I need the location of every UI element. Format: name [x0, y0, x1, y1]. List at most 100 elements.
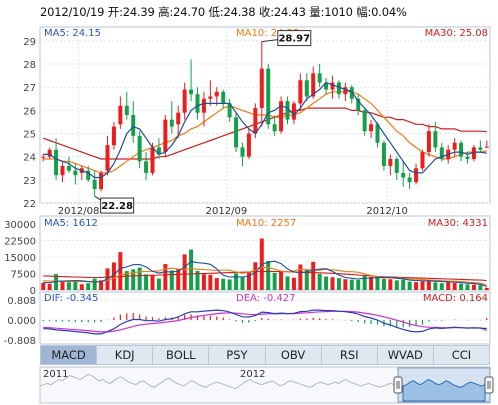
candle	[169, 101, 174, 134]
volume-bar	[426, 279, 431, 290]
navigator-right-handle[interactable]	[484, 376, 494, 394]
volume-bar	[388, 279, 393, 290]
candle	[414, 163, 419, 185]
candle-body	[221, 91, 226, 104]
macd-dea-line	[43, 310, 488, 333]
tab-obv[interactable]: OBV	[266, 346, 322, 364]
navigator-left-handle[interactable]	[393, 376, 403, 394]
volume-bar	[169, 270, 174, 290]
candle	[433, 121, 438, 153]
macd-plot-frame	[39, 291, 491, 345]
candle-body	[356, 98, 361, 111]
candle-body	[41, 156, 46, 158]
volume-bar	[356, 279, 361, 290]
macd-dif-legend: DIF: -0.345	[44, 293, 98, 304]
tab-rsi[interactable]: RSI	[322, 346, 378, 364]
quote-high: 高:24.70	[158, 5, 206, 19]
volume-bar	[66, 282, 71, 290]
candle	[99, 170, 104, 192]
candle	[279, 96, 284, 134]
candle-body	[150, 147, 155, 173]
volume-bar	[407, 281, 412, 290]
range-navigator[interactable]: 2011 2012	[0, 365, 498, 405]
candle-body	[240, 147, 245, 157]
ma30-line	[42, 107, 487, 160]
candle-body	[439, 147, 444, 159]
volume-bar	[272, 272, 277, 290]
volume-ma5-line	[43, 260, 487, 288]
price-y-tick: 23	[23, 176, 36, 187]
candle	[426, 124, 431, 157]
candle-body	[394, 159, 399, 173]
candle	[144, 152, 149, 180]
volume-bar	[291, 277, 296, 290]
candle	[131, 101, 136, 143]
tab-boll[interactable]: BOLL	[153, 346, 210, 364]
volume-bar	[401, 279, 406, 290]
volume-y-tick: 7500	[11, 270, 36, 281]
candle	[259, 41, 264, 127]
price-y-tick: 28	[23, 60, 36, 71]
candle-body	[298, 80, 303, 104]
macd-dif-line	[43, 309, 487, 335]
navigator-history-line	[39, 373, 399, 390]
candle	[47, 147, 52, 159]
candle	[420, 149, 425, 171]
tab-psy[interactable]: PSY	[209, 346, 266, 364]
candle	[343, 82, 348, 102]
tab-macd[interactable]: MACD	[41, 346, 98, 364]
volume-bar	[214, 278, 219, 290]
candle	[137, 131, 142, 169]
low-marker-line	[94, 195, 101, 201]
candle-body	[272, 124, 277, 132]
candle	[324, 77, 329, 95]
tab-wvad[interactable]: WVAD	[378, 346, 434, 364]
candle-body	[156, 147, 161, 155]
candle	[356, 94, 361, 115]
candle-body	[99, 172, 104, 190]
chart-canvas[interactable]: 29 28 27 26 25 24 23 22 2012/08 2012/09 2012/10 MA5…	[0, 0, 498, 345]
candle-body	[163, 119, 168, 153]
volume-bar	[317, 273, 322, 290]
price-x-tick: 2012/09	[206, 206, 248, 217]
candle-body	[426, 131, 431, 153]
candle-body	[369, 124, 374, 132]
candle	[66, 156, 71, 173]
volume-bar	[266, 260, 271, 290]
candle	[240, 142, 245, 166]
candle-body	[144, 161, 149, 173]
candle	[336, 80, 341, 99]
tab-kdj[interactable]: KDJ	[97, 346, 154, 364]
price-y-tick: 25	[23, 130, 36, 141]
candle	[330, 75, 335, 99]
candle-body	[471, 147, 476, 159]
candle-body	[111, 126, 116, 146]
volume-bar	[253, 262, 258, 290]
volume-bar	[227, 279, 232, 290]
candle	[163, 115, 168, 157]
volume-bar	[362, 275, 367, 290]
volume-bar	[240, 276, 245, 290]
candle	[349, 84, 354, 104]
volume-bar	[111, 262, 116, 290]
quote-header: 2012/10/19 开:24.39 高:24.70 低:24.38 收:24.…	[40, 4, 407, 20]
volume-bar	[86, 283, 91, 290]
candle-body	[73, 170, 78, 176]
candle-body	[459, 142, 464, 157]
volume-bar	[176, 268, 181, 290]
volume-bar	[99, 280, 104, 290]
volume-bar	[311, 261, 316, 290]
volume-bar	[41, 282, 46, 290]
volume-bar	[182, 254, 187, 290]
candle-body	[227, 103, 232, 118]
volume-bar	[131, 269, 136, 290]
tab-cci[interactable]: CCI	[451, 348, 472, 362]
candle	[272, 115, 277, 136]
volume-bar	[201, 274, 206, 290]
volume-bar	[163, 264, 168, 290]
candle	[369, 119, 374, 139]
candle	[407, 172, 412, 190]
volume-y-tick: 0	[30, 286, 36, 297]
candle-body	[279, 101, 284, 132]
